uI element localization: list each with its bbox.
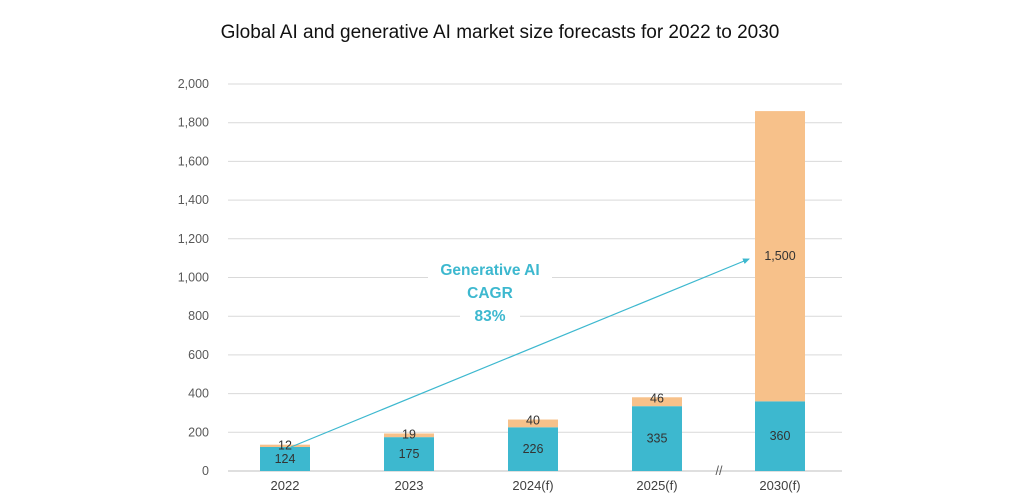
data-label: 124 (275, 452, 296, 466)
data-label: 1,500 (764, 249, 795, 263)
bar-segment-top (508, 419, 558, 428)
annotation-bg (460, 281, 520, 303)
y-tick-label: 2,000 (178, 77, 209, 91)
y-tick-label: 1,400 (178, 193, 209, 207)
bar-segment-base (632, 406, 682, 471)
x-axis-categories: 2022 2023 2024(f) 2025(f) 2030(f) // (271, 464, 801, 493)
y-tick-label: 800 (188, 309, 209, 323)
bar-segment-top (755, 111, 805, 402)
data-label: 12 (278, 439, 292, 453)
bar-segment-base (260, 447, 310, 471)
y-tick-label: 1,600 (178, 154, 209, 168)
annotation-text: 83% (474, 308, 505, 325)
y-tick-label: 200 (188, 425, 209, 439)
data-label: 175 (399, 447, 420, 461)
bar-segment-base (755, 401, 805, 471)
x-category-label: 2023 (395, 478, 424, 493)
data-label: 226 (523, 442, 544, 456)
y-tick-label: 600 (188, 348, 209, 362)
y-tick-label: 0 (202, 464, 209, 478)
x-category-label: 2022 (271, 478, 300, 493)
annotation-bg (460, 304, 520, 326)
y-tick-label: 400 (188, 387, 209, 401)
annotation-text: Generative AI (440, 262, 539, 279)
bars (260, 111, 805, 471)
y-tick-label: 1,000 (178, 271, 209, 285)
bar-segment-base (508, 427, 558, 471)
annotation-text: CAGR (467, 285, 513, 302)
annotation-bg (428, 258, 552, 280)
data-label: 335 (647, 432, 668, 446)
x-category-label: 2024(f) (512, 478, 553, 493)
y-axis-ticks: 0 200 400 600 800 1,000 1,200 1,400 1,600 1,800 2,… (178, 77, 209, 478)
bar-segment-top (632, 397, 682, 407)
x-category-label: 2025(f) (636, 478, 677, 493)
data-label: 360 (770, 429, 791, 443)
cagr-arrow (290, 258, 750, 448)
data-label: 46 (650, 391, 664, 405)
chart-title: Global AI and generative AI market size … (220, 22, 780, 43)
x-category-label: 2030(f) (759, 478, 800, 493)
data-label: 40 (526, 414, 540, 428)
y-tick-label: 1,200 (178, 232, 209, 246)
cagr-annotation: Generative AI CAGR 83% (290, 258, 750, 448)
data-label: 19 (402, 427, 416, 441)
axis-break-marker: // (716, 464, 723, 478)
bar-segment-top (384, 433, 434, 438)
y-tick-label: 1,800 (178, 116, 209, 130)
bar-segment-base (384, 437, 434, 471)
bar-segment-top (260, 444, 310, 448)
